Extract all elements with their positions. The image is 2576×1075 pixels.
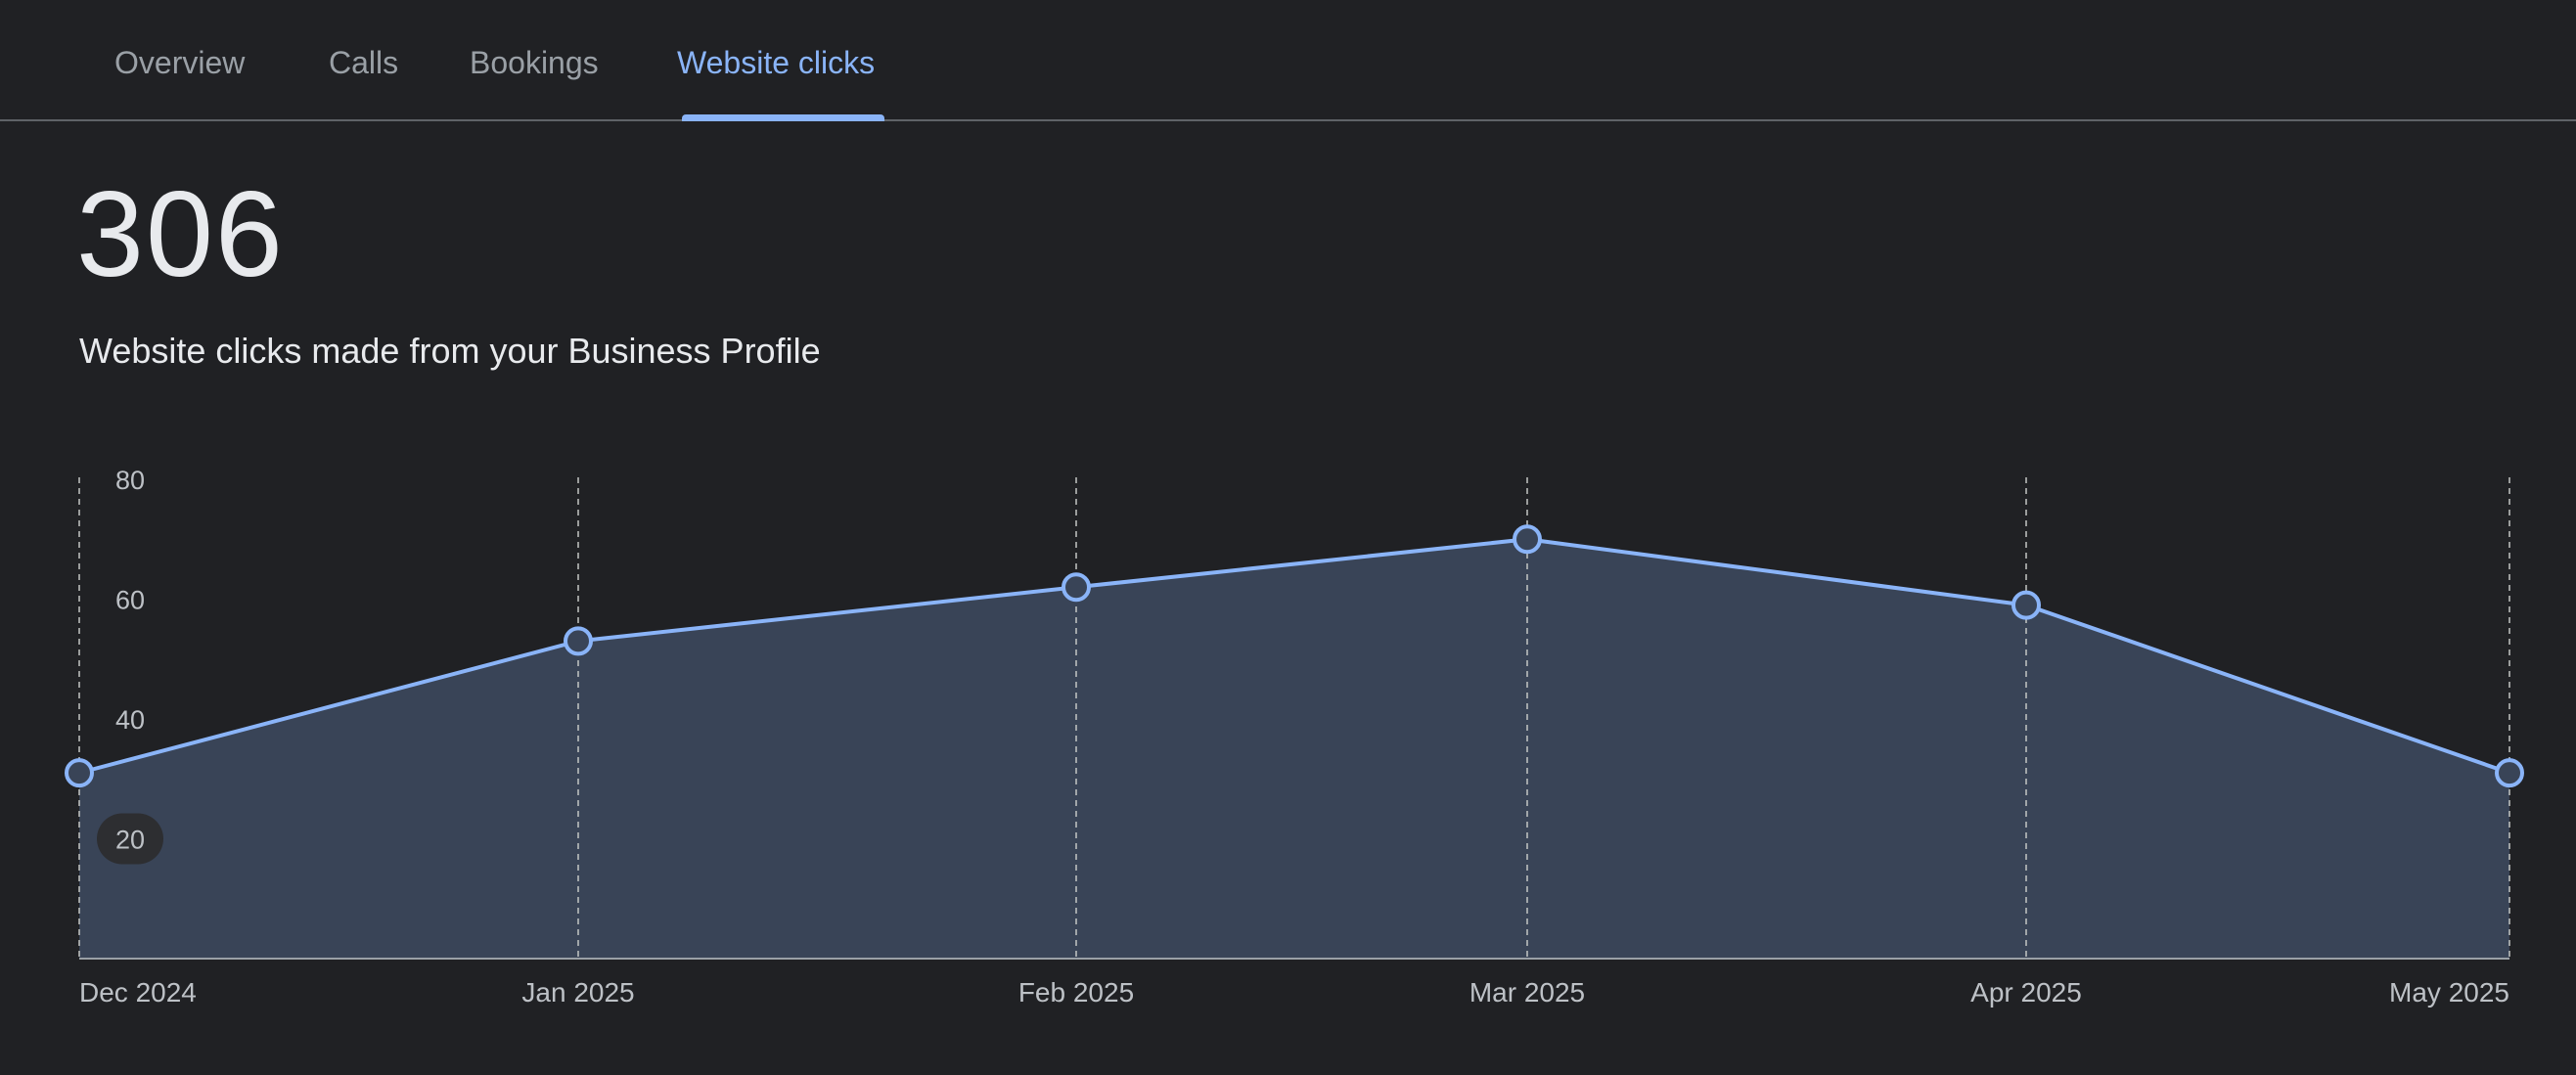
active-tab-indicator — [682, 114, 884, 121]
tab-calls[interactable]: Calls — [329, 45, 399, 80]
tab-bar: Overview Calls Bookings Website clicks — [0, 0, 2576, 121]
x-tick-label-feb-2025: Feb 2025 — [1018, 977, 1134, 1008]
data-point-may-2025 — [2495, 758, 2524, 788]
chart-area-fill — [79, 539, 2509, 959]
y-tick-label-40: 40 — [115, 705, 145, 735]
tab-overview[interactable]: Overview — [114, 45, 246, 80]
tab-bookings[interactable]: Bookings — [470, 45, 599, 80]
data-point-feb-2025 — [1062, 572, 1091, 603]
metric-description: Website clicks made from your Business P… — [79, 331, 821, 371]
chart-series-line — [78, 537, 2510, 776]
x-tick-label-dec-2024: Dec 2024 — [79, 977, 197, 1008]
y-tick-label-20: 20 — [115, 826, 145, 855]
data-point-jan-2025 — [564, 626, 593, 656]
y-tick-label-60: 60 — [115, 586, 145, 615]
tab-website-clicks[interactable]: Website clicks — [677, 45, 876, 80]
total-clicks-value: 306 — [76, 167, 285, 302]
y-tick-label-80: 80 — [115, 466, 145, 495]
x-tick-label-may-2025: May 2025 — [2389, 977, 2509, 1008]
data-point-dec-2024 — [65, 758, 94, 788]
x-tick-label-jan-2025: Jan 2025 — [521, 977, 634, 1008]
data-point-apr-2025 — [2011, 590, 2041, 620]
data-point-mar-2025 — [1513, 524, 1542, 555]
x-tick-label-apr-2025: Apr 2025 — [1970, 977, 2082, 1008]
x-tick-label-mar-2025: Mar 2025 — [1469, 977, 1585, 1008]
y-tick-highlight-pill — [97, 813, 163, 865]
